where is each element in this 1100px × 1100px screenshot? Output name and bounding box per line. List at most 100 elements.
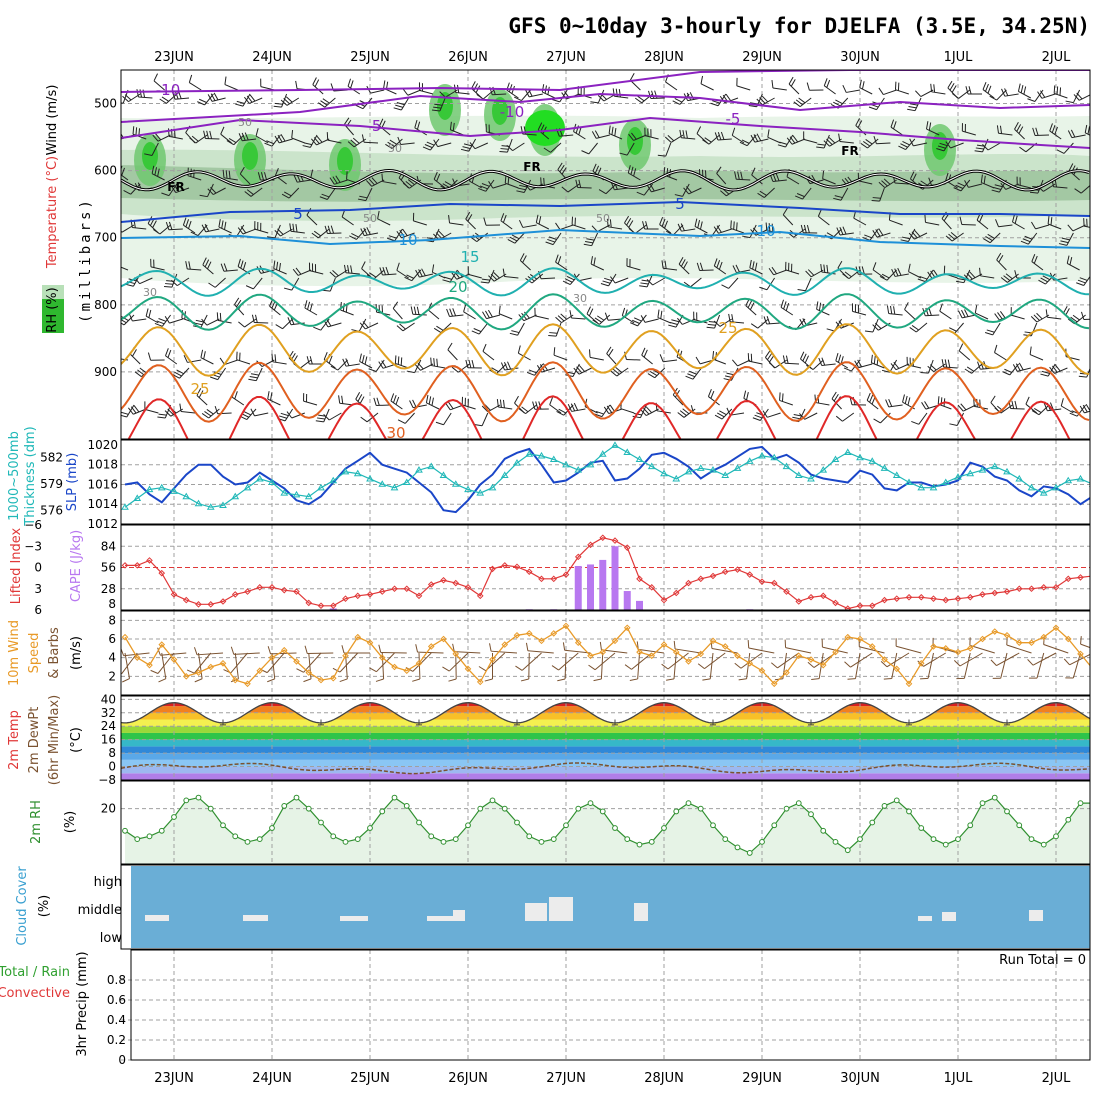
thickness-tick-label: 576 <box>40 504 63 518</box>
upper-wind-barb <box>121 266 129 271</box>
upper-wind-barb-flag <box>879 276 888 281</box>
upper-wind-barb-flag <box>425 394 429 403</box>
wind10m-barb <box>674 648 701 654</box>
upper-wind-barb-flag <box>366 180 373 187</box>
upper-wind-barb-flag <box>1030 221 1036 230</box>
upper-wind-barb-flag <box>961 309 966 318</box>
upper-wind-barb-flag <box>267 391 270 400</box>
upper-wind-barb-flag <box>379 267 383 276</box>
upper-wind-barb <box>327 322 342 328</box>
lifted-point <box>954 595 962 602</box>
upper-wind-barb-flag <box>1078 375 1087 378</box>
lifted-point <box>464 584 472 591</box>
thickness-point <box>549 455 558 463</box>
upper-wind-barb <box>157 134 171 142</box>
upper-wind-barb-flag <box>610 276 616 284</box>
upper-wind-barb <box>905 138 916 150</box>
upper-wind-barb <box>748 360 763 365</box>
rh2m-point <box>955 836 961 842</box>
upper-wind-barb <box>419 273 434 278</box>
upper-wind-barb-flag <box>249 376 258 379</box>
upper-wind-barb-flag <box>343 264 347 273</box>
pressure-tick-label: 500 <box>94 97 117 111</box>
wind10m-line <box>124 625 1090 685</box>
upper-wind-barb <box>894 273 909 277</box>
thickness-point <box>1027 483 1036 491</box>
rh2m-point <box>489 797 496 804</box>
upper-wind-barb <box>234 304 245 316</box>
wind10m-unit: (m/s) <box>69 636 84 670</box>
upper-wind-barb-flag <box>989 95 997 101</box>
isotherm-label: 30 <box>386 424 405 442</box>
wind10m-point <box>1064 635 1072 643</box>
upper-wind-barb-flag <box>837 354 842 363</box>
upper-wind-barb <box>504 367 519 371</box>
upper-wind-barb-flag <box>619 152 628 156</box>
rh2m-point <box>183 797 190 804</box>
lifted-point <box>1040 584 1048 591</box>
upper-wind-barb-flag <box>306 208 312 216</box>
upper-wind-barb <box>608 226 623 230</box>
upper-wind-barb <box>681 137 696 140</box>
wind10m-point <box>991 628 999 635</box>
upper-wind-barb-flag <box>479 185 488 190</box>
upper-wind-barb-flag <box>785 355 789 364</box>
upper-wind-barb-flag <box>575 179 579 188</box>
upper-wind-barb-flag <box>481 183 490 187</box>
upper-wind-barb-flag <box>843 367 852 372</box>
rh-contour-label: 50 <box>238 116 252 129</box>
upper-wind-barb <box>211 97 226 102</box>
temp-tick-label: 0 <box>108 760 116 774</box>
upper-wind-barb <box>872 318 879 333</box>
rh2m-point <box>122 827 128 834</box>
upper-wind-barb-flag <box>345 358 350 366</box>
thickness-point <box>929 483 938 491</box>
upper-wind-barb <box>531 273 544 284</box>
thickness-point <box>439 471 448 478</box>
upper-wind-barb-flag <box>834 195 843 199</box>
rh-moist-core <box>242 142 258 170</box>
upper-wind-barb-flag <box>361 134 365 143</box>
wind10m-point <box>342 652 349 660</box>
lifted-point <box>1003 588 1011 595</box>
upper-wind-barb <box>165 355 178 365</box>
upper-wind-barb <box>183 224 196 234</box>
upper-wind-barb-flag <box>155 133 162 141</box>
rh2m-point <box>158 827 165 834</box>
upper-wind-barb-flag <box>594 130 600 138</box>
upper-wind-barb-flag <box>1020 84 1024 93</box>
upper-wind-barb-flag <box>170 185 177 193</box>
wind10m-point <box>672 648 680 656</box>
upper-wind-barb-flag <box>220 263 225 272</box>
wind10m-point <box>697 650 705 658</box>
upper-wind-barb-flag <box>433 106 442 109</box>
lifted-point <box>942 596 950 604</box>
upper-wind-barb-flag <box>1025 396 1030 405</box>
cloud-background <box>131 866 1090 948</box>
upper-wind-barb <box>958 89 971 99</box>
upper-wind-barb <box>971 363 983 374</box>
rh2m-point <box>893 797 900 804</box>
upper-wind-barb-flag <box>977 361 981 370</box>
rh2m-point <box>465 822 471 829</box>
wind10m-label-2: Speed <box>27 633 42 674</box>
upper-wind-barb-flag <box>717 132 722 140</box>
upper-wind-barb-flag <box>125 283 134 287</box>
wind10m-barb <box>969 644 995 654</box>
upper-wind-barb-flag <box>134 371 142 378</box>
upper-wind-barb-flag <box>402 182 410 189</box>
wind10m-point <box>1015 639 1023 647</box>
upper-wind-barb <box>414 359 422 373</box>
upper-wind-barb-flag <box>720 190 727 197</box>
upper-wind-barb <box>683 408 696 418</box>
upper-wind-barb <box>139 277 153 285</box>
rh2m-point <box>661 825 667 831</box>
upper-wind-barb-flag <box>995 219 999 227</box>
thickness-point <box>304 492 313 500</box>
upper-wind-barb-flag <box>795 195 803 200</box>
wind10m-barb-flag <box>194 678 203 683</box>
thickness-point <box>525 450 534 457</box>
upper-wind-barb-flag <box>733 221 735 230</box>
upper-wind-barb <box>391 138 403 149</box>
upper-wind-barb-flag <box>360 416 368 423</box>
